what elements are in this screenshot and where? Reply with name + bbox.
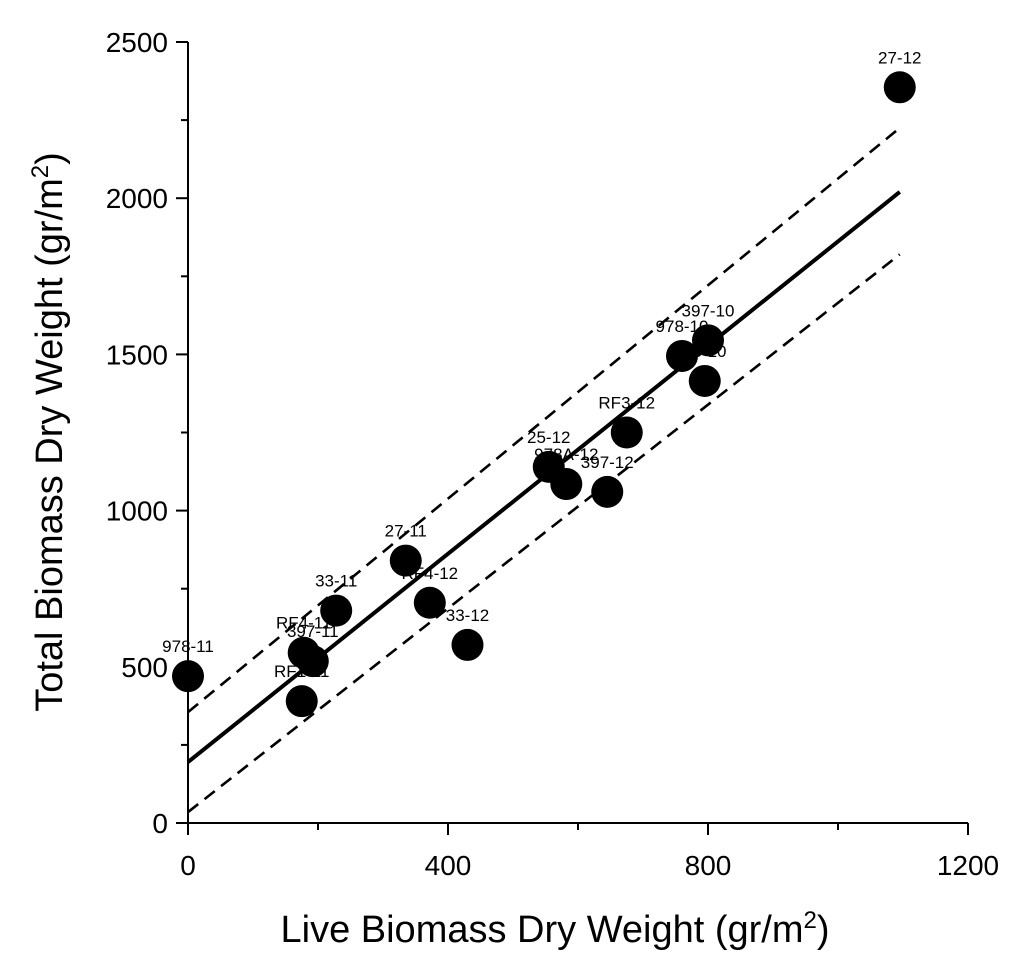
data-point-label: 397-11 — [287, 622, 339, 641]
y-axis-title: Total Biomass Dry Weight (gr/m2) — [27, 152, 71, 712]
x-axis-ticks: 0 400 800 1200 — [180, 823, 999, 881]
data-point — [550, 468, 583, 501]
y-tick-label: 2000 — [106, 183, 168, 214]
data-point — [172, 660, 204, 693]
data-point-label: 27-12 — [878, 48, 921, 67]
data-point-label: 33-10 — [683, 342, 726, 361]
data-point-label: 978A-12 — [534, 445, 598, 464]
y-tick-label: 1500 — [106, 339, 168, 370]
data-point-label: 397-10 — [682, 301, 735, 320]
lower-confidence-line — [187, 253, 901, 814]
data-point-label: 397-12 — [581, 453, 634, 472]
data-point — [296, 645, 329, 678]
data-point — [389, 544, 422, 577]
x-tick-label: 0 — [180, 850, 196, 881]
upper-confidence-line — [187, 126, 901, 714]
data-point — [692, 324, 724, 357]
x-axis-title: Live Biomass Dry Weight (gr/m2) — [281, 907, 830, 951]
data-point — [413, 586, 446, 619]
y-tick-label: 1000 — [106, 496, 168, 527]
data-point-label: RF3-12 — [598, 394, 655, 413]
data-point-label: 33-11 — [315, 572, 357, 591]
data-point-label: RF4-11 — [276, 614, 331, 633]
data-point — [451, 628, 484, 661]
x-tick-label: 400 — [425, 850, 472, 881]
y-axis-ticks: 0 500 1000 1500 2000 2500 — [106, 27, 188, 839]
data-point — [285, 685, 318, 718]
data-point — [666, 339, 698, 372]
data-points — [172, 71, 916, 718]
data-point — [610, 416, 643, 449]
y-tick-label: 2500 — [106, 27, 168, 58]
x-tick-label: 800 — [685, 850, 732, 881]
data-point-label: 978-11 — [162, 637, 214, 656]
data-point — [883, 71, 916, 104]
data-point-label: RF4-12 — [401, 564, 458, 583]
y-tick-label: 500 — [121, 652, 168, 683]
y-tick-label: 0 — [152, 808, 168, 839]
data-point — [688, 364, 721, 397]
data-point-label: 33-12 — [446, 606, 489, 625]
data-point — [591, 475, 624, 508]
plot-area: 0 500 1000 1500 2000 2500 0 400 800 1200 978-11 R… — [106, 27, 999, 881]
data-point-label: 25-12 — [527, 428, 570, 447]
data-point-label: 978-10 — [656, 317, 709, 336]
data-point-label: RF1-11 — [274, 662, 329, 681]
x-tick-label: 1200 — [937, 850, 999, 881]
data-point-label: 27-11 — [385, 522, 427, 541]
data-point — [320, 594, 353, 627]
